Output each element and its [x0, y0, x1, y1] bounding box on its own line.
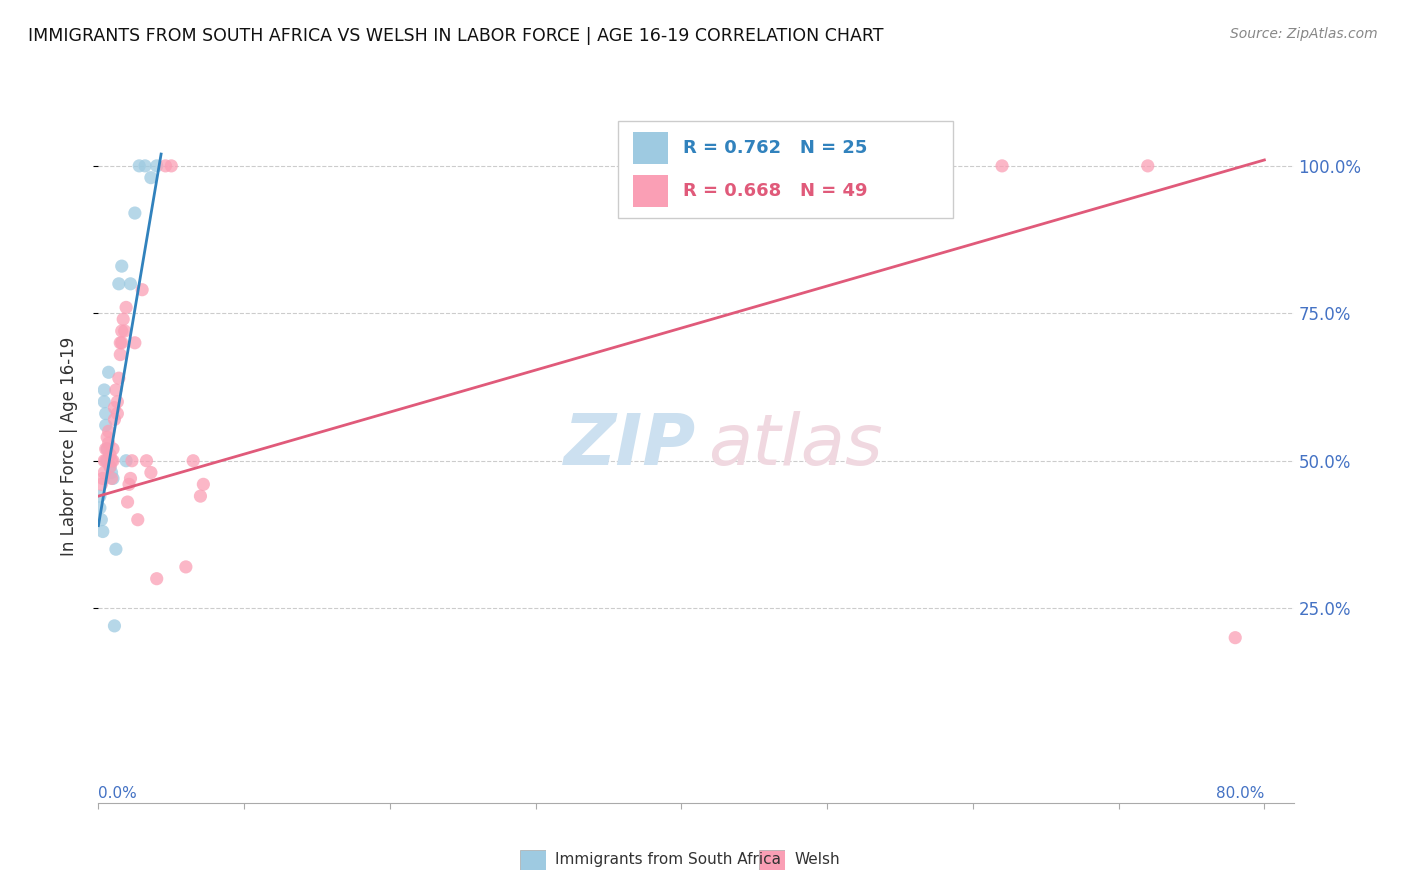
Point — [815, 177, 838, 191]
Point — [139, 466, 162, 480]
Point — [96, 442, 118, 456]
Bar — [633, 175, 668, 207]
Point — [93, 466, 115, 480]
Point — [104, 383, 127, 397]
Point — [181, 454, 204, 468]
Point — [190, 489, 212, 503]
Point — [89, 500, 111, 515]
Point — [90, 477, 112, 491]
Text: atlas: atlas — [709, 411, 883, 481]
Point — [174, 560, 197, 574]
Point — [134, 159, 156, 173]
Point — [103, 412, 125, 426]
Point — [96, 442, 118, 456]
Point — [193, 477, 215, 491]
Point — [135, 454, 157, 468]
Point — [94, 454, 117, 468]
Point — [97, 436, 120, 450]
Point — [100, 471, 122, 485]
Point — [91, 471, 114, 485]
Point — [101, 454, 124, 468]
Point — [160, 159, 183, 173]
Point — [98, 448, 121, 462]
Text: ZIP: ZIP — [564, 411, 696, 481]
Point — [145, 572, 167, 586]
Point — [118, 477, 141, 491]
Point — [105, 394, 128, 409]
Point — [110, 348, 132, 362]
Point — [1225, 631, 1247, 645]
Point — [97, 424, 120, 438]
Text: R = 0.668   N = 49: R = 0.668 N = 49 — [683, 182, 868, 200]
Point — [94, 407, 117, 421]
Point — [93, 394, 115, 409]
Point — [94, 418, 117, 433]
Point — [90, 513, 112, 527]
Text: Source: ZipAtlas.com: Source: ZipAtlas.com — [1230, 27, 1378, 41]
Point — [128, 159, 150, 173]
Point — [100, 454, 122, 468]
Point — [101, 471, 124, 485]
Point — [124, 335, 146, 350]
Point — [110, 335, 132, 350]
Point — [117, 495, 139, 509]
Point — [111, 324, 134, 338]
Point — [991, 159, 1014, 173]
Point — [89, 489, 111, 503]
Point — [120, 471, 142, 485]
Y-axis label: In Labor Force | Age 16-19: In Labor Force | Age 16-19 — [59, 336, 77, 556]
Point — [111, 335, 134, 350]
Point — [97, 365, 120, 379]
Point — [1136, 159, 1159, 173]
Point — [120, 277, 142, 291]
Point — [96, 454, 118, 468]
Text: 0.0%: 0.0% — [98, 786, 138, 801]
Point — [103, 619, 125, 633]
Point — [139, 170, 162, 185]
Point — [124, 206, 146, 220]
Point — [127, 513, 149, 527]
Text: 80.0%: 80.0% — [1216, 786, 1264, 801]
Point — [103, 401, 125, 415]
Point — [93, 383, 115, 397]
Point — [112, 312, 135, 326]
Point — [105, 407, 128, 421]
Point — [111, 259, 134, 273]
Point — [115, 454, 138, 468]
Point — [108, 277, 131, 291]
Text: Welsh: Welsh — [794, 853, 839, 867]
Point — [98, 459, 121, 474]
Point — [96, 430, 118, 444]
Point — [131, 283, 153, 297]
Point — [121, 454, 143, 468]
Text: IMMIGRANTS FROM SOUTH AFRICA VS WELSH IN LABOR FORCE | AGE 16-19 CORRELATION CHA: IMMIGRANTS FROM SOUTH AFRICA VS WELSH IN… — [28, 27, 883, 45]
Point — [101, 442, 124, 456]
Bar — [633, 132, 668, 164]
Text: Immigrants from South Africa: Immigrants from South Africa — [555, 853, 782, 867]
Point — [145, 159, 167, 173]
Point — [98, 459, 121, 474]
Point — [93, 454, 115, 468]
Point — [91, 524, 114, 539]
Point — [155, 159, 177, 173]
Point — [104, 542, 127, 557]
Point — [108, 371, 131, 385]
Bar — [619, 121, 953, 218]
Point — [115, 301, 138, 315]
Point — [94, 442, 117, 456]
Point — [100, 466, 122, 480]
Point — [114, 324, 136, 338]
Text: R = 0.762   N = 25: R = 0.762 N = 25 — [683, 139, 868, 157]
